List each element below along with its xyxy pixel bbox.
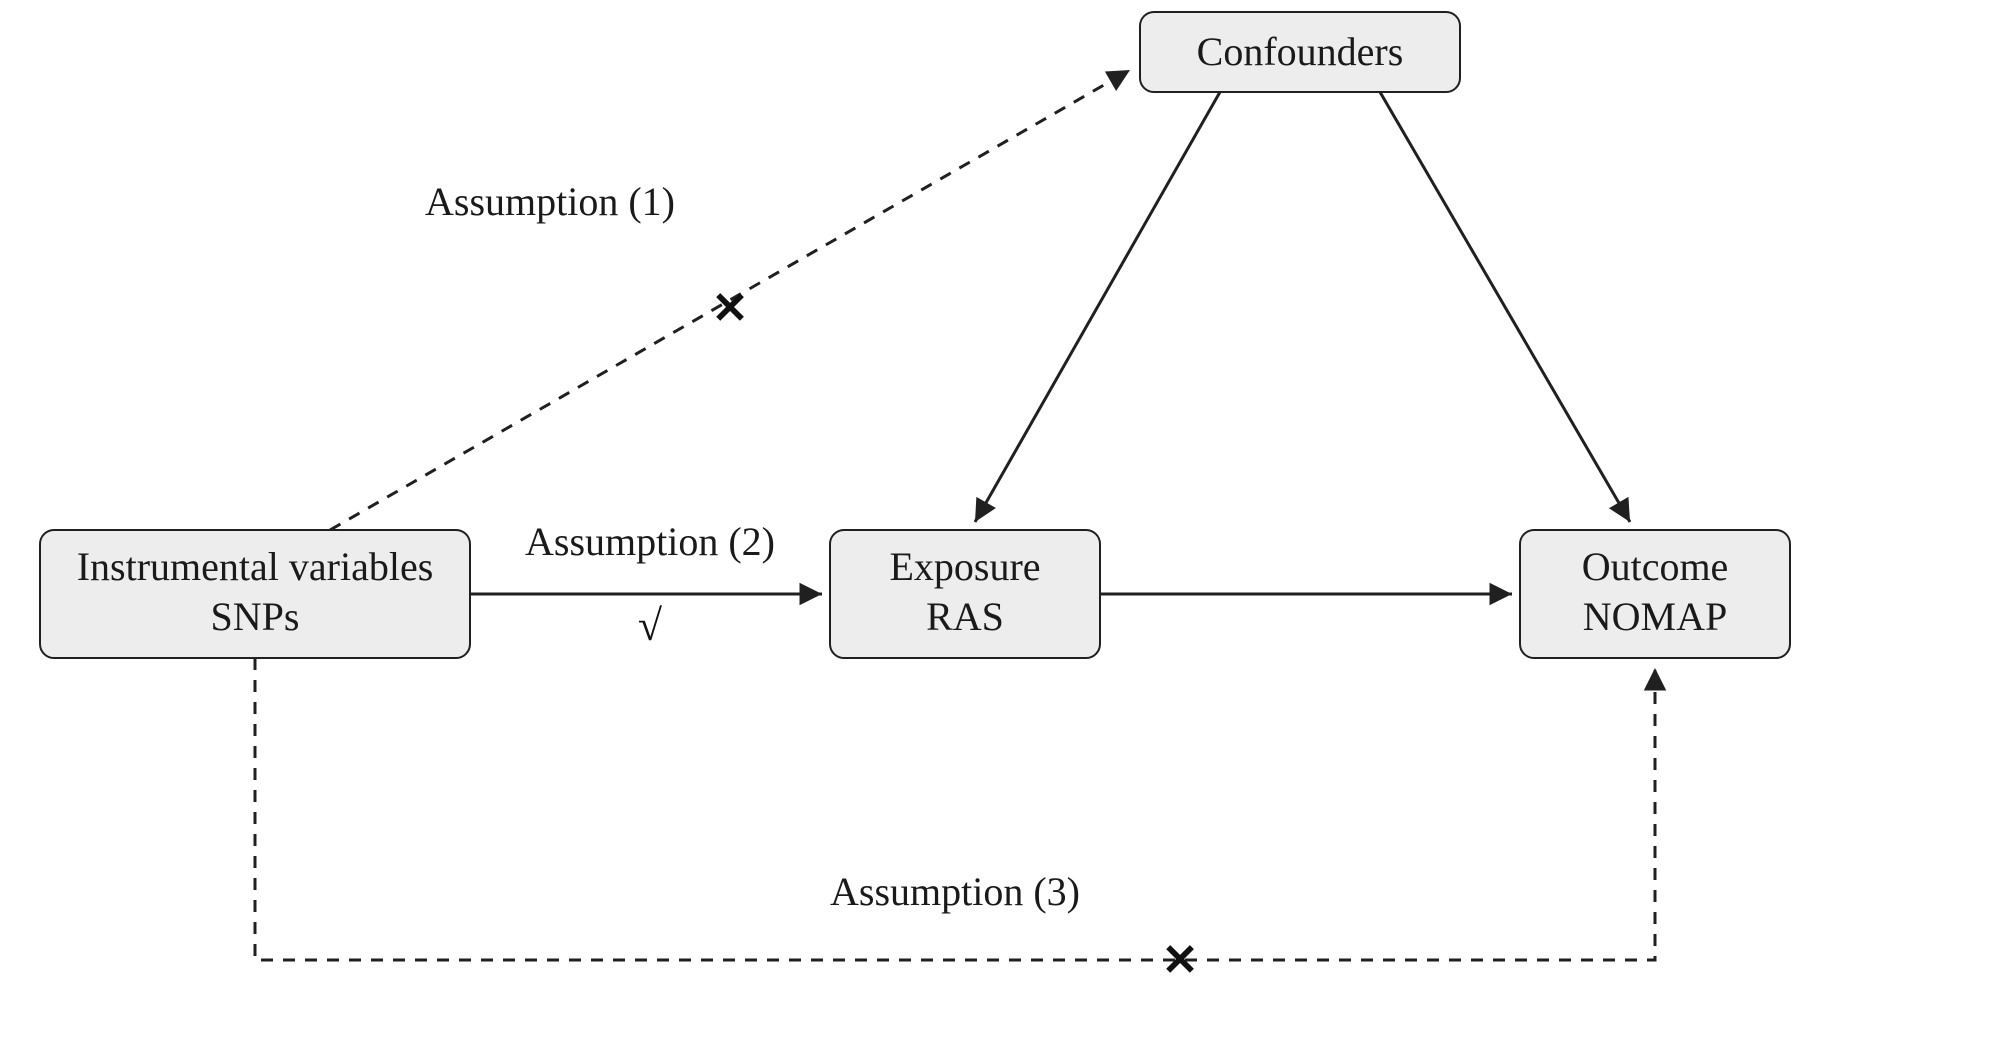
- assumption-3-mark-x-icon: ✕: [1162, 936, 1199, 985]
- edge-iv-to-outcome: [255, 658, 1655, 960]
- node-outcome-label-2: NOMAP: [1583, 594, 1727, 639]
- assumption-2-mark-check-icon: √: [638, 601, 663, 650]
- assumption-3-label: Assumption (3): [830, 869, 1080, 914]
- node-confounders-label: Confounders: [1197, 29, 1404, 74]
- node-outcome-label-1: Outcome: [1582, 544, 1729, 589]
- node-exposure-label-1: Exposure: [889, 544, 1040, 589]
- node-iv-label-1: Instrumental variables: [77, 544, 434, 589]
- node-exposure-label-2: RAS: [926, 594, 1004, 639]
- assumption-1-mark-x-icon: ✕: [712, 284, 749, 333]
- assumption-1-label: Assumption (1): [425, 179, 675, 224]
- assumption-2-label: Assumption (2): [525, 519, 775, 564]
- mr-diagram: Assumption (1) ✕ Assumption (2) √ Assump…: [0, 0, 2008, 1046]
- edge-confounders-to-outcome: [1380, 92, 1630, 522]
- node-iv-label-2: SNPs: [211, 594, 300, 639]
- edge-confounders-to-exposure: [975, 92, 1220, 522]
